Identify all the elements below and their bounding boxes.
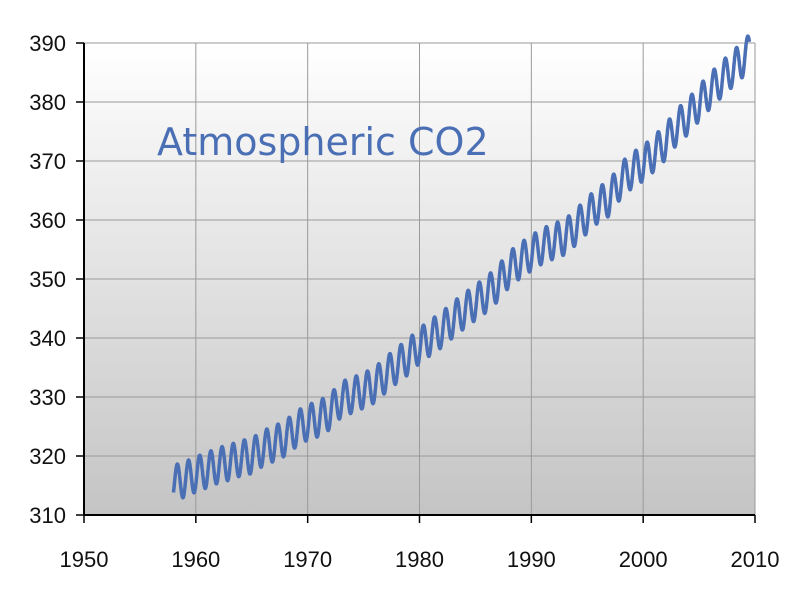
y-tick-label: 320	[29, 444, 66, 469]
series-group	[171, 34, 752, 500]
x-tick-label: 1970	[283, 547, 332, 572]
x-tick-label: 1950	[60, 547, 109, 572]
chart-title: Atmospheric CO2	[157, 120, 489, 164]
x-tick-label: 2010	[731, 547, 780, 572]
y-tick-labels: 310 320 330 340 350 360 370 380 390	[29, 31, 66, 528]
y-tick-label: 330	[29, 385, 66, 410]
x-tick-labels: 1950 1960 1970 1980 1990 2000 2010	[60, 547, 780, 572]
y-tick-label: 370	[29, 149, 66, 174]
x-tick-label: 1960	[171, 547, 220, 572]
tick-marks	[76, 42, 756, 523]
y-tick-label: 350	[29, 267, 66, 292]
y-tick-label: 380	[29, 90, 66, 115]
y-tick-label: 310	[29, 503, 66, 528]
x-tick-label: 1980	[395, 547, 444, 572]
x-tick-label: 1990	[507, 547, 556, 572]
gridlines	[84, 42, 756, 515]
y-tick-label: 360	[29, 208, 66, 233]
y-tick-label: 340	[29, 326, 66, 351]
y-tick-label: 390	[29, 31, 66, 56]
series-line-co2	[171, 34, 752, 500]
x-tick-label: 2000	[619, 547, 668, 572]
